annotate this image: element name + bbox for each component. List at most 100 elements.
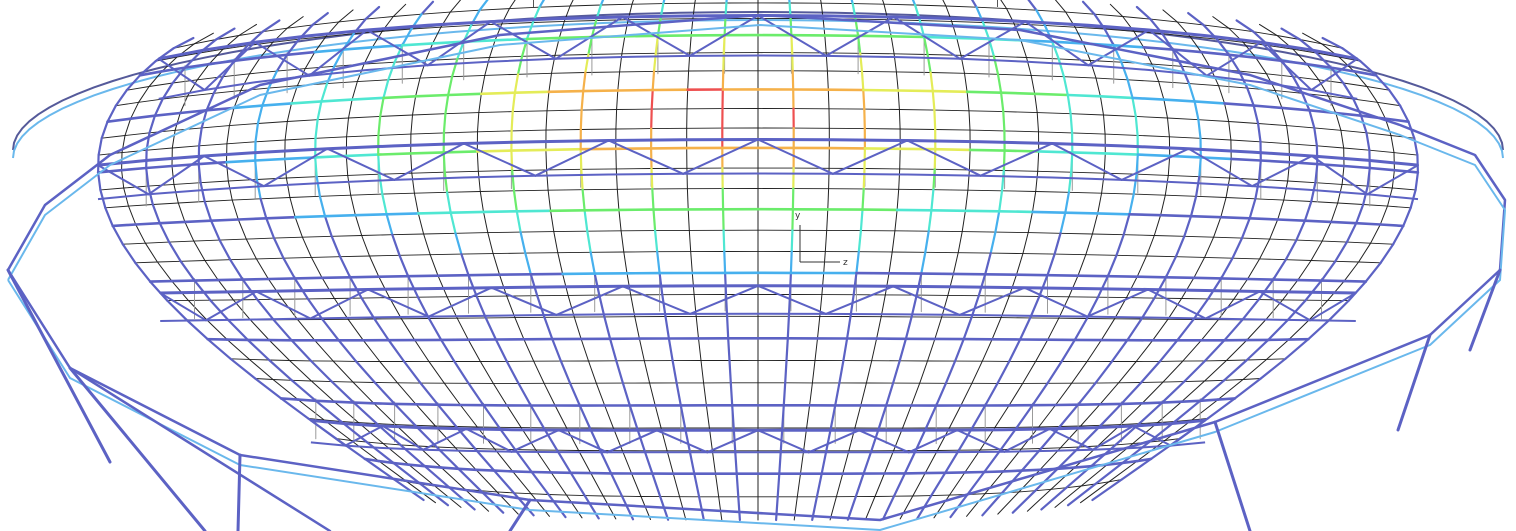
deck-rib-segment	[492, 253, 500, 276]
deck-rib-segment	[1295, 219, 1307, 242]
deck-rib-segment	[381, 193, 388, 216]
truss-web-diagonal	[1132, 425, 1172, 447]
deck-rib-segment	[790, 229, 794, 253]
deck-rib-segment	[994, 210, 1001, 234]
deck-purlin-segment	[1105, 461, 1124, 467]
deck-rib-segment	[477, 170, 481, 192]
deck-rib-segment	[819, 294, 823, 317]
deck-rib-segment	[484, 316, 497, 341]
deck-purlin-segment	[104, 205, 129, 209]
deck-rib-segment	[1307, 318, 1331, 341]
deck-rib-segment	[650, 107, 653, 130]
truss-web-diagonal	[906, 139, 982, 177]
deck-rib-segment	[467, 339, 481, 362]
deck-purlin-segment	[984, 492, 1003, 495]
deck-rib-segment	[1414, 171, 1420, 191]
deck-rib-segment	[389, 297, 402, 320]
deck-rib-segment	[1035, 339, 1049, 362]
deck-rib-segment	[705, 404, 710, 429]
deck-purlin-segment	[566, 494, 586, 497]
deck-rib-segment	[1314, 163, 1319, 184]
deck-rib-segment	[984, 382, 999, 407]
deck-rib-segment	[100, 120, 109, 140]
deck-rib-segment	[1183, 215, 1193, 238]
deck-purlin-segment	[144, 164, 174, 170]
deck-purlin-segment	[1103, 114, 1137, 117]
deck-purlin-segment	[1195, 195, 1227, 198]
deck-rib-segment	[1212, 16, 1230, 29]
deck-purlin-segment	[477, 130, 513, 133]
deck-rib-segment	[1066, 482, 1097, 507]
deck-rib-segment	[464, 488, 490, 512]
deck-purlin-segment	[889, 34, 926, 39]
deck-rib-segment	[854, 472, 865, 498]
deck-purlin-segment	[350, 193, 383, 196]
deck-purlin-segment	[1168, 136, 1201, 139]
deck-rib-segment	[1077, 254, 1087, 277]
deck-rib-segment	[212, 75, 224, 95]
deck-rib-segment	[968, 149, 971, 171]
deck-rib-segment	[179, 95, 189, 114]
deck-rib-segment	[1108, 460, 1138, 483]
deck-purlin-segment	[348, 275, 381, 279]
deck-rib-segment	[377, 153, 381, 176]
deck-purlin-segment	[293, 276, 324, 280]
deck-purlin-segment	[255, 139, 286, 143]
deck-rib-segment	[233, 44, 249, 62]
deck-purlin-segment	[557, 35, 594, 40]
deck-purlin-segment	[1285, 259, 1312, 261]
deck-purlin-segment	[581, 109, 618, 111]
deck-rib-segment	[1359, 60, 1378, 77]
deck-rib-segment	[855, 250, 860, 275]
deck-rib-segment	[608, 337, 618, 362]
deck-purlin-segment	[1153, 235, 1185, 237]
deck-purlin-segment	[631, 3, 664, 5]
deck-rib-segment	[952, 252, 959, 275]
deck-purlin-segment	[1162, 381, 1185, 383]
deck-rib-segment	[628, 404, 639, 430]
deck-rib-segment	[865, 496, 876, 520]
deck-rib-segment	[1182, 339, 1202, 362]
deck-rib-segment	[354, 214, 363, 236]
deck-rib-segment	[1366, 86, 1378, 103]
deck-rib-segment	[944, 360, 957, 385]
deck-rib-segment	[533, 360, 545, 384]
deck-rib-segment	[1308, 299, 1329, 321]
deck-purlin-segment	[339, 255, 370, 258]
deck-rib-segment	[124, 118, 132, 136]
deck-purlin-segment	[414, 424, 436, 427]
deck-rib-segment	[1206, 397, 1237, 420]
deck-purlin-segment	[1133, 193, 1166, 196]
deck-rib-segment	[964, 72, 968, 93]
deck-purlin-segment	[1248, 217, 1279, 221]
deck-rib-segment	[494, 448, 514, 472]
deck-rib-segment	[1008, 382, 1024, 406]
deck-rib-segment	[400, 318, 416, 341]
deck-purlin-segment	[1146, 255, 1177, 258]
deck-rib-segment	[480, 74, 486, 95]
deck-rib-segment	[1162, 360, 1184, 383]
deck-purlin-segment	[489, 55, 523, 58]
deck-purlin-segment	[580, 128, 617, 130]
deck-purlin-segment	[1162, 98, 1196, 103]
deck-purlin-segment	[513, 189, 549, 192]
deck-rib-segment	[382, 443, 410, 466]
deck-purlin-segment	[344, 153, 380, 158]
truss-web-diagonal	[1366, 164, 1419, 196]
deck-rib-segment	[1231, 237, 1244, 260]
deck-purlin-segment	[399, 254, 431, 256]
deck-purlin-segment	[180, 260, 206, 262]
truss-web-diagonal	[367, 288, 430, 318]
deck-rib-segment	[649, 382, 656, 406]
deck-purlin-segment	[1122, 16, 1151, 20]
deck-rib-segment	[130, 101, 140, 120]
deck-rib-segment	[693, 472, 701, 498]
deck-rib-segment	[1310, 240, 1323, 261]
deck-purlin-segment	[587, 53, 623, 55]
deck-purlin-segment	[896, 89, 935, 93]
deck-rib-segment	[582, 71, 587, 93]
deck-rib-segment	[423, 465, 451, 489]
deck-rib-segment	[171, 66, 187, 85]
deck-rib-segment	[826, 70, 829, 91]
